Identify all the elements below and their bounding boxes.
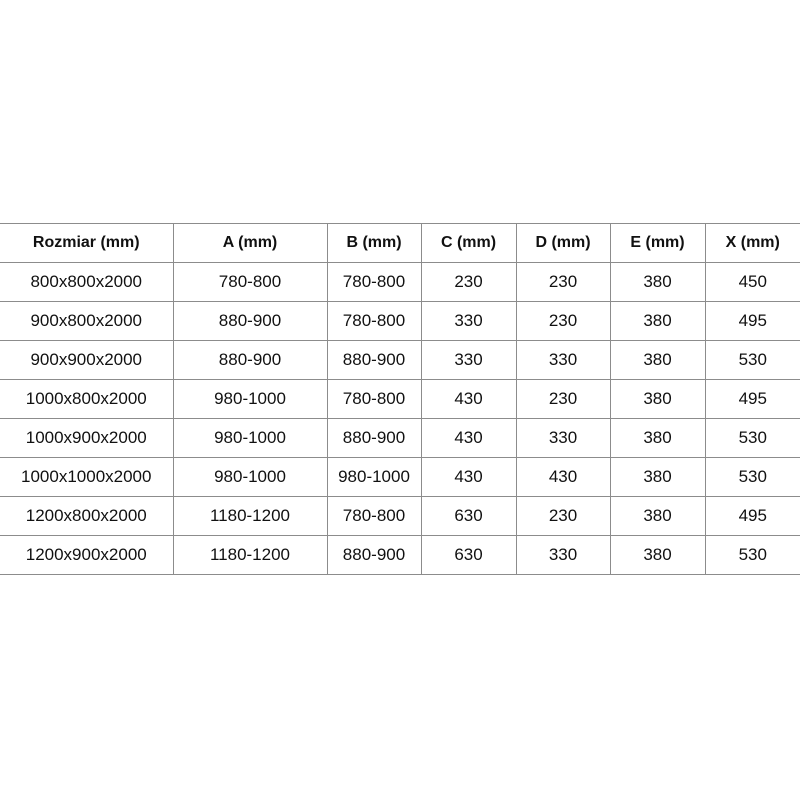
table-cell: 380 <box>609 379 706 419</box>
table-cell: 780-800 <box>326 262 422 302</box>
column-header: A (mm) <box>172 223 328 263</box>
table-cell: 630 <box>420 535 517 575</box>
table-cell: 630 <box>420 496 517 536</box>
column-header: Rozmiar (mm) <box>0 223 174 263</box>
table-cell: 780-800 <box>326 379 422 419</box>
column-header: E (mm) <box>609 223 706 263</box>
table-cell: 230 <box>515 496 611 536</box>
table-cell: 780-800 <box>172 262 328 302</box>
table-cell: 380 <box>609 457 706 497</box>
column-header: D (mm) <box>515 223 611 263</box>
table-row: 1000x800x2000 980-1000 780-800 430 230 380 495 <box>0 379 800 419</box>
table-cell: 530 <box>704 457 800 497</box>
table-cell: 430 <box>420 418 517 458</box>
table-cell: 900x800x2000 <box>0 301 174 341</box>
header-row: Rozmiar (mm) A (mm) B (mm) C (mm) D (mm) E (m… <box>0 223 800 263</box>
table-cell: 330 <box>515 418 611 458</box>
table-cell: 880-900 <box>172 340 328 380</box>
table-cell: 880-900 <box>326 535 422 575</box>
table-cell: 880-900 <box>326 418 422 458</box>
table-cell: 780-800 <box>326 496 422 536</box>
table-row: 1000x900x2000 980-1000 880-900 430 330 380 530 <box>0 418 800 458</box>
table-cell: 380 <box>609 301 706 341</box>
table-cell: 380 <box>609 340 706 380</box>
table-cell: 230 <box>515 379 611 419</box>
table-cell: 330 <box>420 340 517 380</box>
table-cell: 530 <box>704 418 800 458</box>
table-row: 900x900x2000 880-900 880-900 330 330 380 530 <box>0 340 800 380</box>
table-cell: 880-900 <box>326 340 422 380</box>
table-cell: 380 <box>609 262 706 302</box>
table-cell: 430 <box>420 457 517 497</box>
table-cell: 495 <box>704 496 800 536</box>
table-row: 1000x1000x2000 980-1000 980-1000 430 430 380 5… <box>0 457 800 497</box>
table-cell: 495 <box>704 301 800 341</box>
table-cell: 1180-1200 <box>172 496 328 536</box>
column-header: C (mm) <box>420 223 517 263</box>
table-cell: 530 <box>704 535 800 575</box>
column-header: B (mm) <box>326 223 422 263</box>
dimensions-table: Rozmiar (mm) A (mm) B (mm) C (mm) D (mm) E (m… <box>0 223 800 575</box>
table-row: 800x800x2000 780-800 780-800 230 230 380 450 <box>0 262 800 302</box>
table-cell: 380 <box>609 496 706 536</box>
table-cell: 1180-1200 <box>172 535 328 575</box>
table-cell: 330 <box>515 340 611 380</box>
table-cell: 380 <box>609 535 706 575</box>
table-cell: 980-1000 <box>172 418 328 458</box>
table-cell: 1200x900x2000 <box>0 535 174 575</box>
table-cell: 780-800 <box>326 301 422 341</box>
table-cell: 230 <box>420 262 517 302</box>
column-header: X (mm) <box>704 223 800 263</box>
table-cell: 330 <box>420 301 517 341</box>
table-row: 900x800x2000 880-900 780-800 330 230 380 495 <box>0 301 800 341</box>
table-cell: 1000x1000x2000 <box>0 457 174 497</box>
table-cell: 230 <box>515 301 611 341</box>
table-cell: 430 <box>420 379 517 419</box>
table-cell: 980-1000 <box>172 379 328 419</box>
table-cell: 1000x900x2000 <box>0 418 174 458</box>
table-cell: 980-1000 <box>326 457 422 497</box>
table-cell: 450 <box>704 262 800 302</box>
table-cell: 495 <box>704 379 800 419</box>
table-cell: 530 <box>704 340 800 380</box>
table-cell: 380 <box>609 418 706 458</box>
table-cell: 230 <box>515 262 611 302</box>
table-cell: 1200x800x2000 <box>0 496 174 536</box>
table-row: 1200x900x2000 1180-1200 880-900 630 330 380 53… <box>0 535 800 575</box>
table-cell: 800x800x2000 <box>0 262 174 302</box>
table-cell: 330 <box>515 535 611 575</box>
table-cell: 980-1000 <box>172 457 328 497</box>
table-cell: 880-900 <box>172 301 328 341</box>
table-cell: 1000x800x2000 <box>0 379 174 419</box>
table-cell: 430 <box>515 457 611 497</box>
table-cell: 900x900x2000 <box>0 340 174 380</box>
table-row: 1200x800x2000 1180-1200 780-800 630 230 380 49… <box>0 496 800 536</box>
